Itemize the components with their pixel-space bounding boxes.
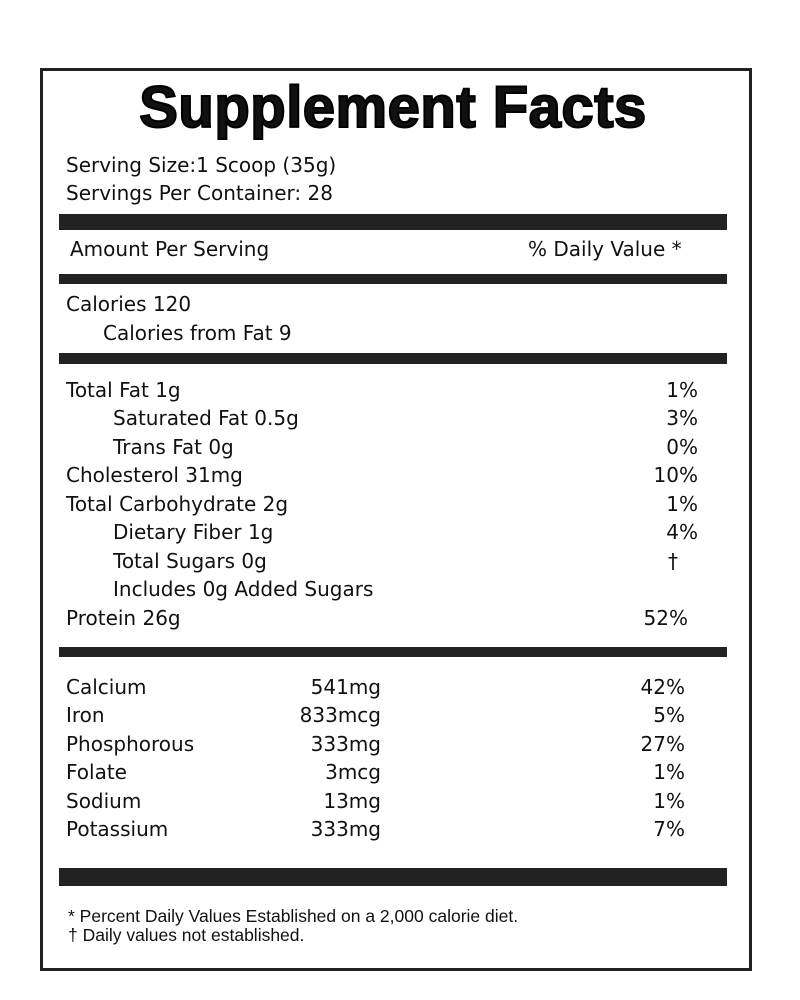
divider xyxy=(59,214,727,230)
nutrient-dv: 10% xyxy=(653,463,698,487)
border xyxy=(40,68,752,971)
divider xyxy=(59,353,727,364)
dv-header: % Daily Value * xyxy=(528,237,682,261)
footnote: † Daily values not established. xyxy=(68,925,305,945)
mineral-amount: 541mg xyxy=(310,675,381,699)
nutrient-dv: 1% xyxy=(666,378,698,402)
nutrient-name: Dietary Fiber 1g xyxy=(113,520,274,544)
mineral-dv: 42% xyxy=(640,675,685,699)
mineral-name: Sodium xyxy=(66,788,142,813)
nutrient-name: Total Carbohydrate 2g xyxy=(66,492,289,516)
mineral-name: Folate xyxy=(66,760,127,785)
nutrient-dv: 3% xyxy=(666,406,698,430)
title: Supplement Facts xyxy=(138,75,647,141)
mineral-dv: 5% xyxy=(653,703,685,728)
nutrient-dv: 1% xyxy=(666,492,698,516)
nutrient-dv: † xyxy=(668,549,678,573)
mineral-amount: 333mg xyxy=(310,731,381,756)
divider xyxy=(59,647,727,657)
calories: Calories 120 xyxy=(66,292,192,316)
mineral-amount: 13mg xyxy=(323,788,381,813)
nutrient-name: Protein 26g xyxy=(66,606,181,630)
nutrient-name: Includes 0g Added Sugars xyxy=(113,577,374,601)
mineral-name: Phosphorous xyxy=(66,731,195,756)
mineral-amount: 333mg xyxy=(310,817,381,841)
nutrient-name: Total Fat 1g xyxy=(66,378,181,402)
mineral-name: Potassium xyxy=(66,817,169,841)
nutrient-dv: 0% xyxy=(666,435,698,459)
divider xyxy=(59,274,727,284)
divider xyxy=(59,868,727,886)
nutrient-name: Total Sugars 0g xyxy=(113,549,267,573)
calories-from-fat: Calories from Fat 9 xyxy=(103,321,292,345)
nutrient-name: Saturated Fat 0.5g xyxy=(113,406,299,430)
serving-size: Serving Size:1 Scoop (35g) xyxy=(66,153,337,177)
mineral-dv: 1% xyxy=(653,760,685,785)
mineral-amount: 3mcg xyxy=(325,760,381,785)
mineral-name: Calcium xyxy=(66,675,147,699)
nutrient-dv: 52% xyxy=(643,606,688,630)
nutrient-name: Trans Fat 0g xyxy=(113,435,234,459)
servings-per-container: Servings Per Container: 28 xyxy=(66,181,333,205)
mineral-dv: 27% xyxy=(640,731,685,756)
mineral-name: Iron xyxy=(66,703,105,728)
mineral-amount: 833mcg xyxy=(299,703,381,728)
mineral-dv: 7% xyxy=(653,817,685,841)
nutrient-dv: 4% xyxy=(666,520,698,544)
nutrient-name: Cholesterol 31mg xyxy=(66,463,243,487)
amount-header: Amount Per Serving xyxy=(70,237,270,261)
mineral-dv: 1% xyxy=(653,788,685,813)
footnote: * Percent Daily Values Established on a … xyxy=(68,906,519,926)
